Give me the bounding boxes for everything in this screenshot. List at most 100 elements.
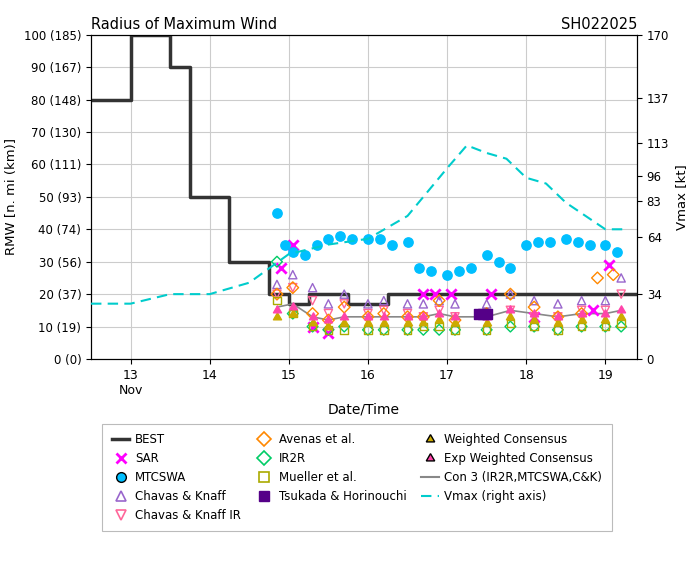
Point (600, 241, 611, 250)
Point (272, 280, 283, 289)
Point (433, 316, 444, 325)
Point (493, 257, 504, 266)
Point (374, 234, 386, 244)
Point (615, 312, 626, 321)
Point (505, 322, 516, 331)
Point (552, 325, 564, 335)
Point (552, 318, 564, 328)
Point (307, 322, 318, 331)
Point (323, 322, 334, 331)
Point (272, 296, 283, 305)
Point (505, 290, 516, 299)
Point (481, 251, 492, 260)
Point (363, 299, 374, 309)
Point (576, 309, 587, 318)
Legend: BEST, SAR, MTCSWA, Chavas & Knaff, Chavas & Knaff IR, Avenas et al., IR2R, Muell: BEST, SAR, MTCSWA, Chavas & Knaff, Chava… (102, 424, 612, 532)
Point (287, 283, 298, 292)
Point (433, 322, 444, 331)
Point (279, 241, 290, 250)
Point (418, 299, 429, 309)
Point (449, 299, 461, 309)
Point (528, 302, 540, 312)
Point (505, 306, 516, 315)
Point (481, 312, 492, 321)
Point (299, 251, 310, 260)
Point (528, 322, 540, 331)
Y-axis label: Vmax [kt]: Vmax [kt] (675, 164, 687, 230)
Point (449, 312, 461, 321)
Point (481, 325, 492, 335)
Point (323, 309, 334, 318)
Point (600, 316, 611, 325)
Point (576, 309, 587, 318)
Point (378, 296, 389, 305)
Y-axis label: RMW [n. mi (km)]: RMW [n. mi (km)] (5, 138, 18, 255)
Point (402, 325, 413, 335)
Point (339, 299, 350, 309)
Point (307, 312, 318, 321)
Point (323, 325, 334, 335)
Point (552, 325, 564, 335)
Point (287, 309, 298, 318)
Point (378, 325, 389, 335)
Point (449, 318, 461, 328)
Point (481, 309, 492, 318)
Point (505, 318, 516, 328)
Point (307, 296, 318, 305)
Point (615, 273, 626, 283)
Point (339, 318, 350, 328)
Point (533, 237, 544, 247)
Point (505, 263, 516, 273)
Point (576, 306, 587, 315)
Point (433, 325, 444, 335)
Point (272, 290, 283, 299)
Point (576, 322, 587, 331)
Point (588, 306, 599, 315)
Point (576, 316, 587, 325)
Point (311, 241, 322, 250)
Point (363, 325, 374, 335)
Point (481, 318, 492, 328)
Point (287, 270, 298, 279)
Point (363, 312, 374, 321)
Point (323, 325, 334, 335)
Point (323, 328, 334, 338)
Point (466, 263, 477, 273)
Point (433, 306, 444, 315)
Point (418, 322, 429, 331)
Point (378, 325, 389, 335)
Point (339, 322, 350, 331)
Point (339, 325, 350, 335)
Point (363, 325, 374, 335)
Point (449, 325, 461, 335)
Point (608, 270, 619, 279)
Point (418, 312, 429, 321)
Point (528, 312, 540, 321)
Point (615, 306, 626, 315)
Point (323, 316, 334, 325)
Point (307, 322, 318, 331)
Point (402, 318, 413, 328)
Point (528, 322, 540, 331)
Point (592, 273, 603, 283)
Point (521, 241, 532, 250)
Point (481, 325, 492, 335)
Point (603, 261, 615, 270)
Point (449, 325, 461, 335)
Point (323, 299, 334, 309)
Point (552, 299, 564, 309)
Point (339, 312, 350, 321)
Point (433, 309, 444, 318)
Point (378, 309, 389, 318)
Point (600, 322, 611, 331)
Point (449, 312, 461, 321)
Point (528, 309, 540, 318)
Point (426, 267, 437, 276)
Point (287, 283, 298, 292)
Point (477, 309, 489, 318)
Point (418, 325, 429, 335)
Point (363, 234, 374, 244)
Point (505, 306, 516, 315)
Point (528, 312, 540, 321)
Text: Radius of Maximum Wind: Radius of Maximum Wind (91, 17, 277, 32)
